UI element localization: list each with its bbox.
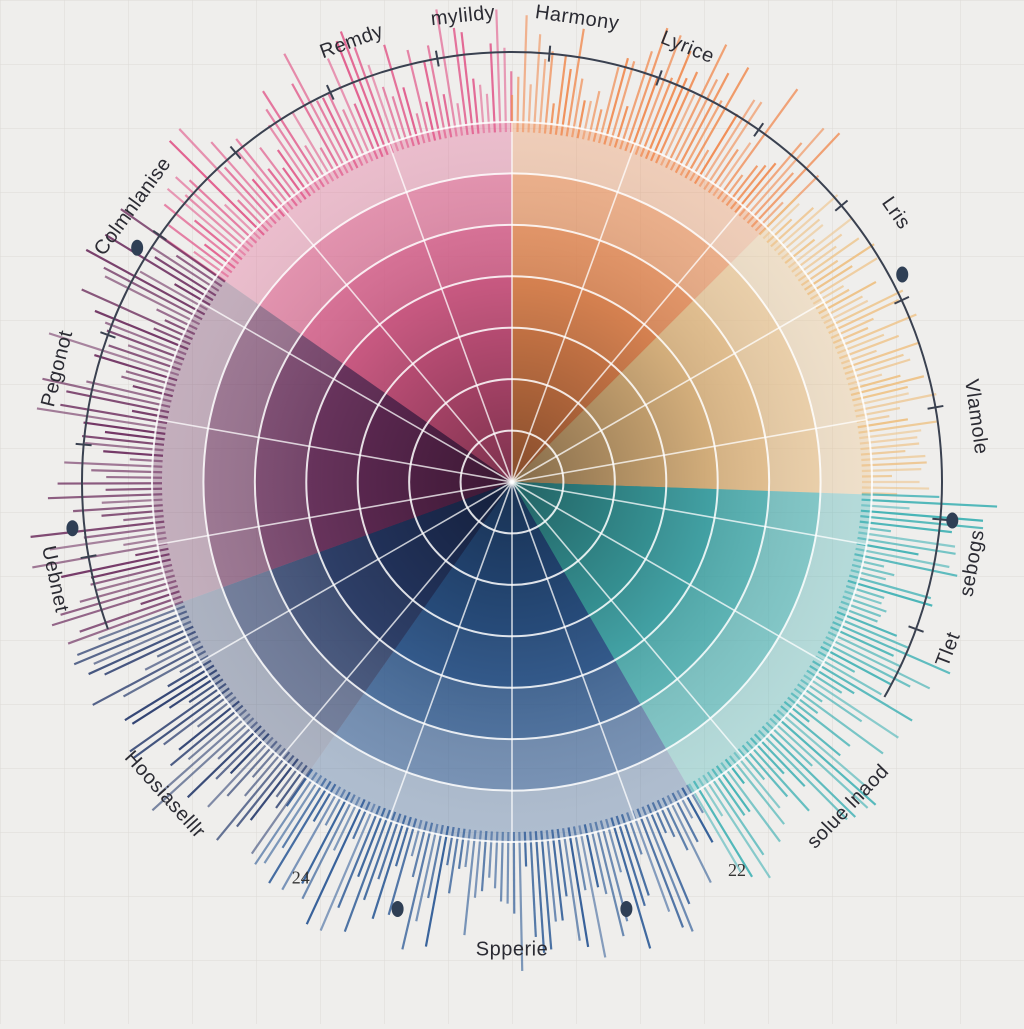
tick-number: 24 (292, 867, 310, 887)
marker-dot (66, 520, 78, 536)
arc-tick (76, 444, 92, 445)
marker-dot (620, 901, 632, 917)
marker-dot (896, 266, 908, 282)
segment-label: Spperie (476, 938, 548, 960)
tick-number: 22 (728, 860, 746, 880)
arc-tick (549, 46, 550, 62)
marker-dot (131, 240, 143, 256)
marker-dot (392, 901, 404, 917)
spike-pink (504, 48, 505, 132)
marker-dot (946, 513, 958, 529)
arc-tick (932, 519, 948, 520)
